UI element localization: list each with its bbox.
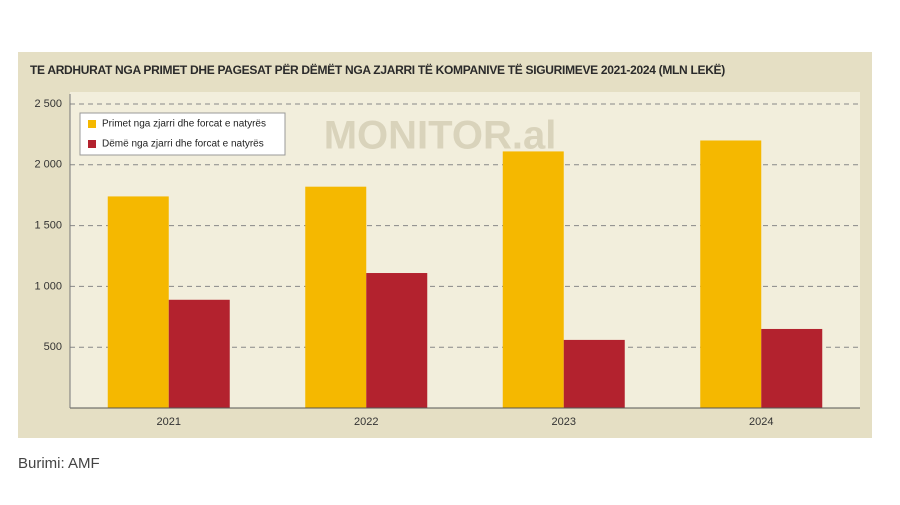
bar <box>700 140 762 409</box>
bar <box>563 339 625 408</box>
bar <box>366 273 428 408</box>
chart: TE ARDHURAT NGA PRIMET DHE PAGESAT PËR D… <box>18 52 872 438</box>
source: Burimi: AMF <box>18 455 100 472</box>
bar <box>168 299 230 408</box>
bar <box>305 186 367 408</box>
bar <box>761 328 823 408</box>
x-tick-label: 2021 <box>157 416 181 428</box>
x-tick-label: 2024 <box>749 416 773 428</box>
y-tick-label: 1 000 <box>34 280 62 292</box>
legend-label: Dëmë nga zjarri dhe forcat e natyrës <box>102 139 264 150</box>
bar <box>107 196 169 408</box>
y-tick-label: 2 000 <box>34 159 62 171</box>
y-tick-label: 2 500 <box>34 98 62 110</box>
x-tick-label: 2022 <box>354 416 378 428</box>
y-tick-label: 1 500 <box>34 220 62 232</box>
legend-box <box>79 112 286 156</box>
legend-swatch <box>88 140 96 148</box>
chart-title: TE ARDHURAT NGA PRIMET DHE PAGESAT PËR D… <box>30 62 725 77</box>
legend-swatch <box>88 120 96 128</box>
x-tick-label: 2023 <box>552 416 576 428</box>
legend-label: Primet nga zjarri dhe forcat e natyrës <box>102 119 266 130</box>
bar <box>502 151 564 408</box>
watermark: MONITOR.al <box>324 114 557 158</box>
y-tick-label: 500 <box>44 341 62 353</box>
